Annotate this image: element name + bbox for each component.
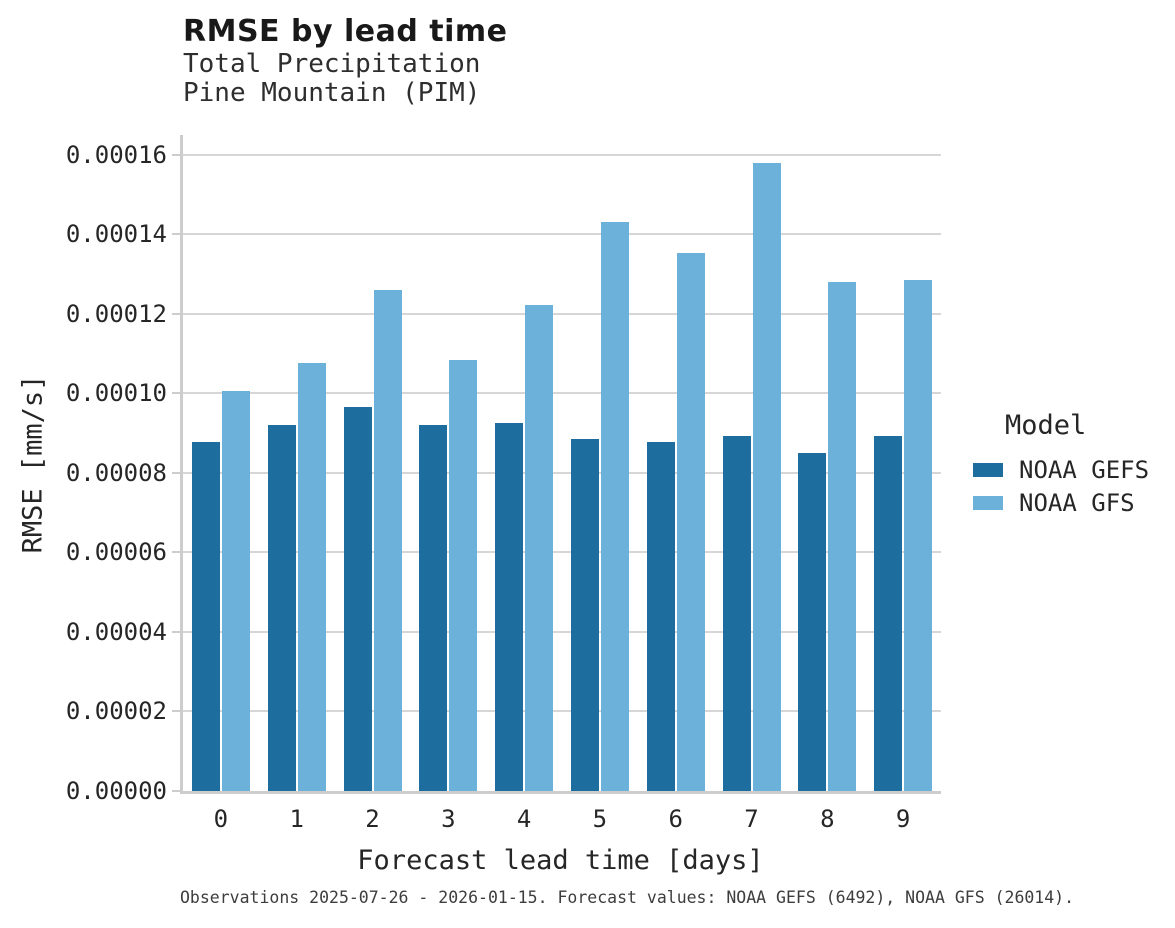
- gridline: [183, 551, 941, 554]
- bar-noaa-gefs: [722, 435, 751, 791]
- plot-inner: [183, 135, 941, 791]
- x-axis-label: Forecast lead time [days]: [357, 845, 764, 876]
- x-tick-label: 2: [365, 805, 380, 833]
- y-tick-mark: [172, 710, 180, 713]
- y-tick-mark: [172, 312, 180, 315]
- bar-noaa-gefs: [570, 438, 599, 791]
- x-tick-label: 4: [516, 805, 532, 833]
- bar-noaa-gefs: [495, 423, 524, 791]
- legend-title: Model: [1005, 410, 1087, 441]
- bar-noaa-gfs: [221, 391, 250, 791]
- x-tick-label: 9: [895, 805, 911, 833]
- legend-item: NOAA GEFS: [973, 453, 1149, 486]
- y-tick-mark: [172, 471, 180, 474]
- bar-noaa-gfs: [297, 362, 326, 791]
- bar-noaa-gefs: [343, 407, 372, 791]
- bar-noaa-gfs: [828, 282, 857, 791]
- legend-swatch: [973, 495, 1003, 510]
- footer-caption: Observations 2025-07-26 - 2026-01-15. Fo…: [180, 888, 1075, 907]
- x-tick-label: 1: [289, 805, 304, 833]
- bar-noaa-gfs: [600, 222, 629, 791]
- bar-noaa-gfs: [373, 290, 402, 791]
- bar-noaa-gfs: [676, 253, 705, 791]
- y-tick-mark: [172, 153, 180, 156]
- gridline: [183, 153, 941, 156]
- chart-subtitle-station: Pine Mountain (PIM): [183, 78, 481, 108]
- legend-label: NOAA GEFS: [1019, 455, 1150, 484]
- bar-noaa-gefs: [419, 425, 448, 791]
- bar-noaa-gefs: [874, 436, 903, 791]
- chart-title: RMSE by lead time: [183, 14, 508, 49]
- x-tick-label: 6: [668, 805, 683, 833]
- y-tick-mark: [172, 392, 180, 395]
- y-tick-label: 0.00010: [65, 379, 167, 408]
- bar-noaa-gfs: [525, 305, 554, 791]
- x-tick-label: 3: [441, 805, 456, 833]
- title-block: RMSE by lead time Total Precipitation Pi…: [183, 14, 508, 108]
- y-tick-mark: [172, 630, 180, 633]
- bar-noaa-gfs: [449, 359, 478, 791]
- bar-noaa-gfs: [752, 162, 781, 791]
- legend: Model NOAA GEFS NOAA GFS: [973, 410, 1149, 519]
- y-tick-label: 0.00008: [65, 458, 167, 487]
- gridline: [183, 710, 941, 713]
- legend-swatch: [973, 462, 1003, 477]
- gridline: [183, 233, 941, 236]
- bar-noaa-gefs: [798, 453, 827, 791]
- y-axis-label: RMSE [mm/s]: [17, 374, 49, 554]
- gridline: [183, 312, 941, 315]
- y-tick-label: 0.00012: [65, 299, 167, 328]
- bar-noaa-gefs: [267, 425, 296, 791]
- chart-subtitle-variable: Total Precipitation: [183, 49, 481, 79]
- y-tick-mark: [172, 233, 180, 236]
- legend-item: NOAA GFS: [973, 486, 1149, 519]
- y-tick-mark: [172, 551, 180, 554]
- bar-noaa-gefs: [191, 441, 220, 791]
- x-tick-label: 5: [592, 805, 608, 833]
- bar-noaa-gefs: [646, 442, 675, 791]
- x-tick-label: 7: [744, 805, 759, 833]
- x-tick-label: 0: [213, 805, 229, 833]
- gridline: [183, 392, 941, 395]
- gridline: [183, 630, 941, 633]
- y-tick-label: 0.00000: [65, 777, 167, 805]
- gridline: [183, 471, 941, 474]
- y-tick-label: 0.00004: [65, 617, 167, 646]
- y-tick-label: 0.00016: [65, 140, 167, 169]
- y-tick-label: 0.00014: [65, 220, 167, 249]
- legend-label: NOAA GFS: [1019, 488, 1135, 517]
- plot-area: 0.00000 0.00002 0.00004 0.00006 0.00008 0.000…: [66, 135, 941, 833]
- bar-noaa-gfs: [904, 280, 933, 791]
- y-tick-label: 0.00002: [65, 697, 167, 726]
- legend-items: NOAA GEFS NOAA GFS: [973, 453, 1149, 519]
- x-tick-label: 8: [820, 805, 835, 833]
- y-tick-label: 0.00006: [65, 538, 167, 567]
- y-tick-mark: [172, 790, 180, 792]
